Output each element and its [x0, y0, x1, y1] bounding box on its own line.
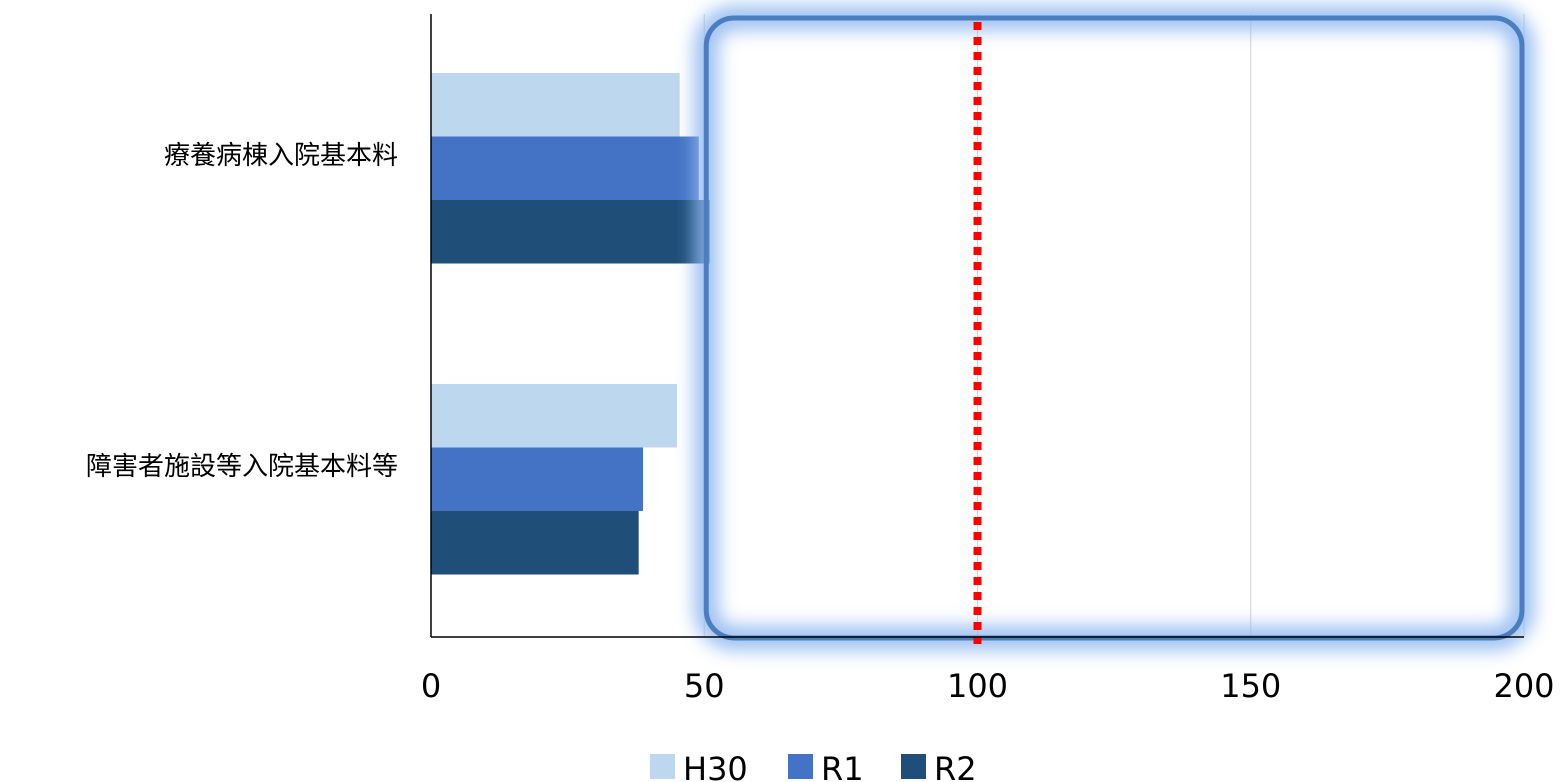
legend-swatch-r1: [788, 754, 813, 779]
legend-label-r2: R2: [934, 750, 977, 782]
bar-h30-1: [431, 384, 677, 448]
highlight-box: [694, 6, 1534, 650]
category-label-0: 療養病棟入院基本料: [164, 141, 398, 171]
legend: H30 R1 R2: [650, 750, 977, 782]
bar-r2-1: [431, 511, 639, 575]
x-tick-label-100: 100: [947, 667, 1008, 705]
highlight-border: [703, 15, 1525, 641]
highlight-glow: [694, 6, 1534, 650]
x-tick-label-200: 200: [1493, 667, 1554, 705]
legend-swatch-h30: [650, 754, 675, 779]
bar-h30-0: [431, 73, 680, 137]
bar-r2-0: [431, 200, 710, 264]
x-tick-label-50: 50: [684, 667, 725, 705]
bar-r1-1: [431, 447, 644, 511]
legend-label-r1: R1: [821, 750, 864, 782]
legend-label-h30: H30: [683, 750, 748, 782]
axes: [430, 14, 1524, 638]
bar-r1-0: [431, 136, 699, 200]
gridlines: [703, 14, 1525, 637]
x-tick-label-0: 0: [421, 667, 441, 705]
legend-swatch-r2: [901, 754, 926, 779]
category-label-1: 障害者施設等入院基本料等: [86, 452, 398, 482]
bars: [431, 73, 710, 575]
x-tick-label-150: 150: [1220, 667, 1281, 705]
